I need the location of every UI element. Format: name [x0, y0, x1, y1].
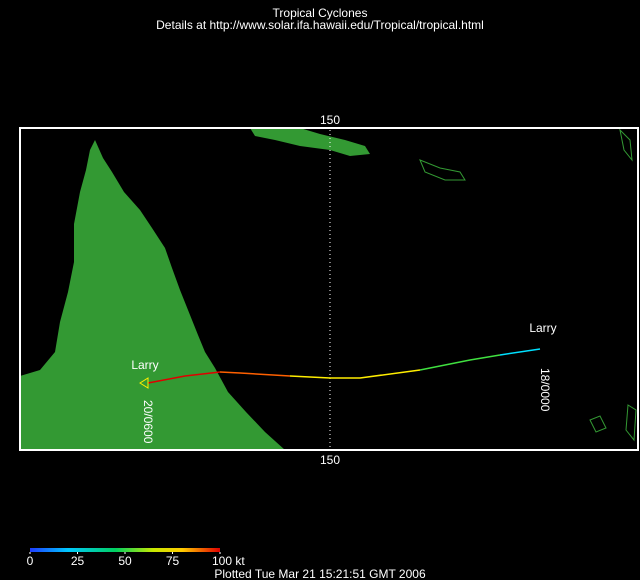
land	[419, 159, 466, 181]
track	[219, 371, 291, 377]
colorbar-tick-label: 100 kt	[212, 554, 245, 568]
map-frame	[19, 127, 639, 451]
land	[250, 128, 370, 156]
colorbar: 0 25 50 75 100 kt	[27, 548, 245, 568]
land	[619, 128, 633, 162]
track	[419, 354, 501, 371]
map: 150 150 Larry Larry 20/0600 18/0000	[19, 113, 639, 467]
storm-symbol	[139, 377, 149, 389]
track	[289, 369, 421, 379]
longitude-label: 150	[320, 113, 340, 127]
colorbar-scale	[30, 548, 220, 552]
track	[499, 348, 541, 356]
subtitle: Details at http://www.solar.ifa.hawaii.e…	[156, 18, 484, 32]
plotted-time: Plotted Tue Mar 21 15:21:51 GMT 2006	[214, 567, 426, 580]
storm-time: 18/0000	[538, 368, 552, 412]
storm-name: Larry	[529, 321, 556, 335]
longitude-label: 150	[320, 453, 340, 467]
track	[147, 371, 221, 384]
storm-name: Larry	[131, 358, 158, 372]
land	[625, 404, 637, 442]
title: Tropical Cyclones	[273, 6, 368, 20]
storm-time: 20/0600	[141, 400, 155, 444]
land	[20, 140, 285, 450]
colorbar-tick-label: 50	[118, 554, 132, 568]
colorbar-tick-label: 0	[27, 554, 34, 568]
colorbar-tick-label: 75	[166, 554, 180, 568]
colorbar-tick-label: 25	[71, 554, 85, 568]
land	[589, 415, 607, 433]
